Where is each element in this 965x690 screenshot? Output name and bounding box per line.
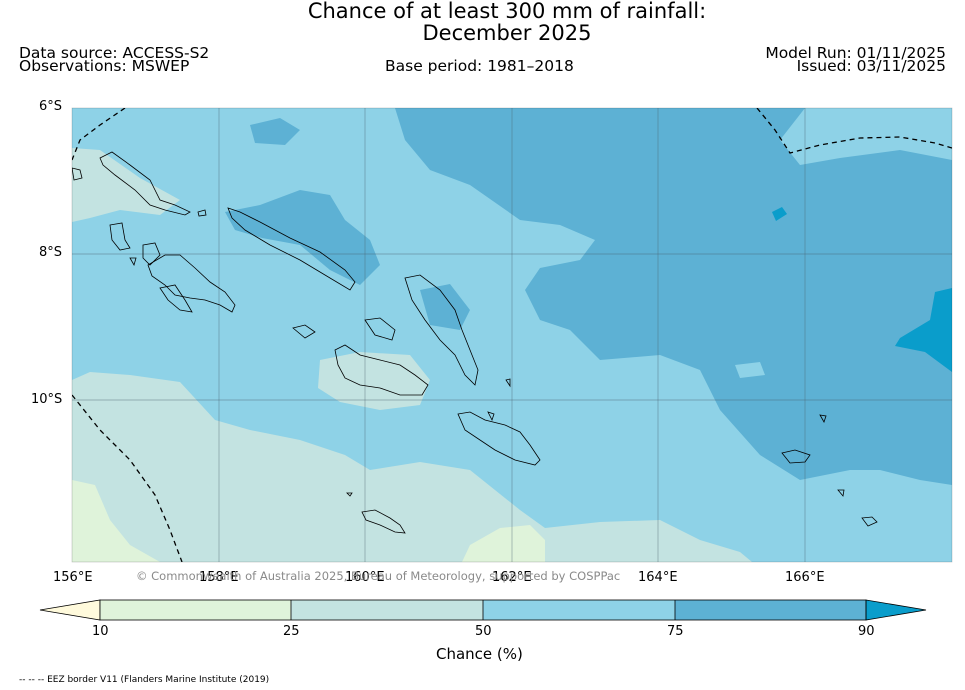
colorbar-tick-10: 10: [92, 624, 109, 639]
colorbar-label: Chance (%): [436, 645, 523, 663]
eez-border: [72, 108, 952, 562]
lat-label-10s: 10°S: [31, 392, 63, 407]
colorbar-tick-75: 75: [667, 624, 684, 639]
probability-fill: [72, 108, 952, 562]
copyright-notice: © Commonwealth of Australia 2025, Bureau…: [136, 569, 621, 583]
lon-label-158e: 158°E: [199, 570, 239, 585]
coastlines: [72, 151, 878, 534]
colorbar-segment-25-50: [291, 600, 483, 620]
lon-label-156e: 156°E: [53, 570, 93, 585]
colorbar-tick-50: 50: [475, 624, 492, 639]
issued-text: Issued: 03/11/2025: [796, 57, 946, 75]
observations-text: Observations: MSWEP: [19, 57, 190, 75]
map-frame: [71, 107, 953, 563]
lon-label-160e: 160°E: [345, 570, 385, 585]
model-run-text: Model Run: 01/11/2025: [765, 44, 946, 62]
chart-title-line1: Chance of at least 300 mm of rainfall:: [307, 0, 707, 23]
eez-legend-note: -- -- -- EEZ border V11 (Flanders Marine…: [19, 675, 270, 685]
lat-label-6s: 6°S: [39, 99, 63, 114]
colorbar-segment-10-25: [100, 600, 291, 620]
lon-label-166e: 166°E: [785, 570, 825, 585]
colorbar-under-triangle: [39, 599, 101, 621]
data-source-text: Data source: ACCESS-S2: [19, 44, 210, 62]
chart-title-line2: December 2025: [422, 21, 592, 45]
lon-label-162e: 162°E: [492, 570, 532, 585]
colorbar-segment-75-90: [675, 600, 866, 620]
colorbar-over-triangle: [865, 599, 927, 621]
colorbar-tick-90: 90: [858, 624, 875, 639]
graticule: [72, 108, 952, 562]
colorbar: [39, 599, 927, 621]
colorbar-segment-50-75: [483, 600, 675, 620]
lat-label-8s: 8°S: [39, 245, 63, 260]
base-period-text: Base period: 1981–2018: [385, 57, 574, 75]
lon-label-164e: 164°E: [638, 570, 678, 585]
colorbar-tick-25: 25: [283, 624, 300, 639]
